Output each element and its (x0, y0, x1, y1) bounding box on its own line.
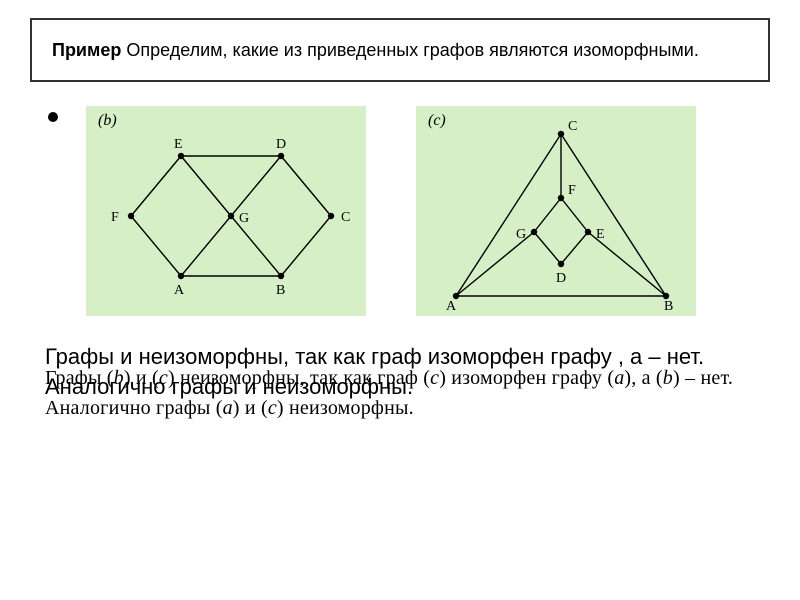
graph-panel-b: (b) E D F G C A B (86, 106, 366, 316)
svg-text:G: G (239, 211, 249, 226)
svg-text:D: D (276, 137, 286, 152)
svg-text:B: B (664, 299, 673, 314)
svg-text:G: G (516, 227, 526, 242)
svg-text:D: D (556, 271, 566, 286)
title-bold: Пример (52, 40, 121, 60)
body-text: Графы и неизоморфны, так как граф изомор… (45, 342, 755, 401)
title-text: Пример Определим, какие из приведенных г… (52, 38, 748, 62)
bullet-icon (48, 112, 58, 122)
title-box: Пример Определим, какие из приведенных г… (30, 18, 770, 82)
svg-text:E: E (596, 227, 605, 242)
svg-text:C: C (341, 210, 350, 225)
content-row: (b) E D F G C A B (c) C A B F G E D (48, 106, 770, 316)
slide: Пример Определим, какие из приведенных г… (0, 0, 800, 600)
svg-text:A: A (446, 299, 457, 314)
svg-text:E: E (174, 137, 183, 152)
svg-text:A: A (174, 283, 185, 298)
title-rest: Определим, какие из приведенных графов я… (121, 40, 699, 60)
svg-text:F: F (111, 210, 119, 225)
graph-b-label: (b) (98, 112, 117, 130)
graph-c-label: (c) (428, 112, 446, 130)
graph-panel-c: (c) C A B F G E D (416, 106, 696, 316)
svg-text:F: F (568, 183, 576, 198)
svg-text:C: C (568, 119, 577, 134)
body-layer2: Графы (b) и (c) неизоморфны, так как гра… (45, 364, 755, 423)
figures: (b) E D F G C A B (c) C A B F G E D (86, 106, 696, 316)
svg-text:B: B (276, 283, 285, 298)
